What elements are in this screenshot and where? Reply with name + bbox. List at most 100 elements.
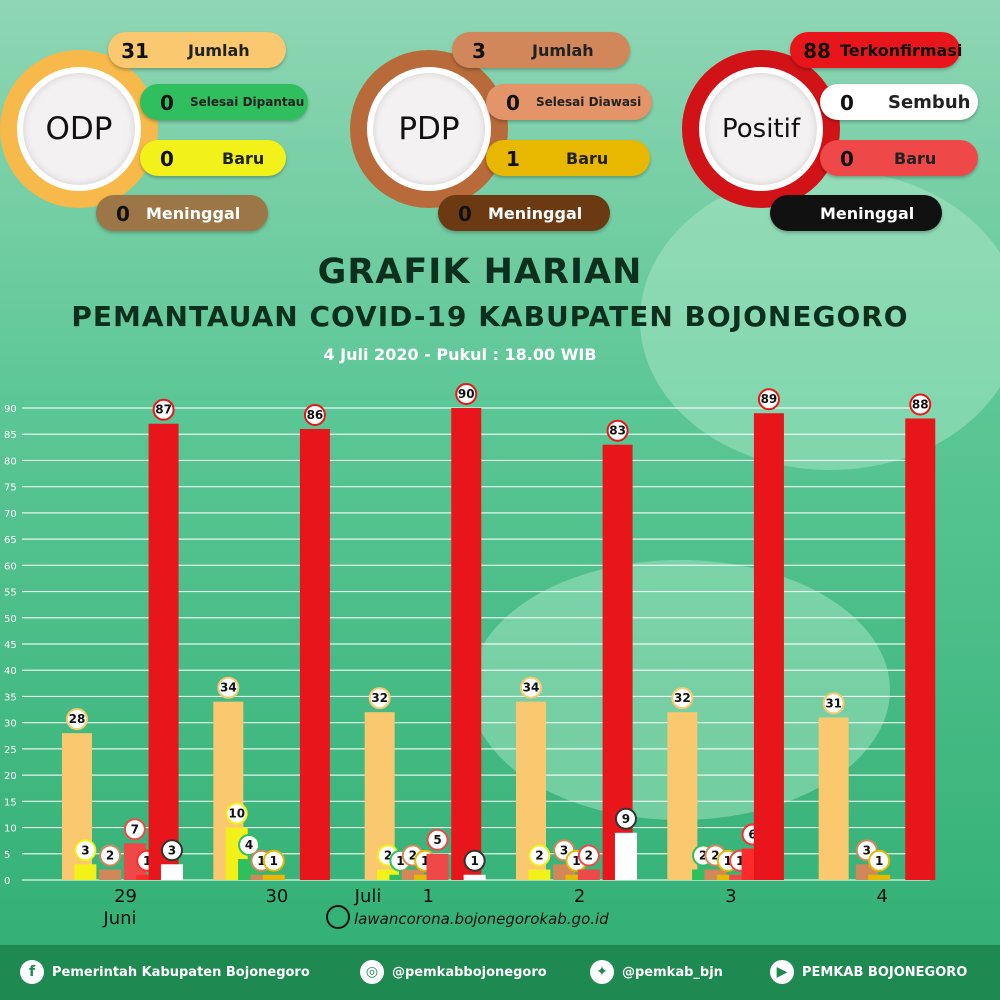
data-label: 5 <box>433 833 441 847</box>
value-bubble <box>99 844 122 867</box>
data-label: 3 <box>560 843 568 857</box>
data-label: 34 <box>523 681 540 695</box>
pdp-meninggal-label: Meninggal <box>488 203 583 223</box>
odp-jumlah-label: Jumlah <box>188 40 250 60</box>
chart-bar <box>160 864 183 880</box>
data-label: 3 <box>81 843 89 857</box>
positif-meninggal-pill: 0 Meninggal <box>770 195 942 231</box>
value-bubble <box>455 383 478 405</box>
pdp-ring: PDP <box>350 50 508 208</box>
twitter-label: @pemkab_bjn <box>622 964 723 980</box>
value-bubble <box>238 834 261 857</box>
y-tick-label: 40 <box>4 666 17 677</box>
value-bubble <box>74 839 97 862</box>
chart-bar <box>528 869 551 880</box>
value-bubble <box>123 818 146 841</box>
month-label: Juli <box>354 886 382 907</box>
data-label: 87 <box>155 403 172 417</box>
data-label: 7 <box>131 822 139 836</box>
chart-bar <box>99 869 122 880</box>
y-tick-label: 75 <box>4 483 17 494</box>
odp-jumlah-pill: 31 Jumlah <box>108 32 286 68</box>
value-bubble <box>577 844 600 867</box>
instagram-label: @pemkabbojonegoro <box>392 964 547 980</box>
chart-bar <box>74 864 97 880</box>
y-tick-label: 50 <box>4 614 17 625</box>
data-label: 3 <box>168 843 176 857</box>
youtube-label: PEMKAB BOJONEGORO <box>802 964 968 980</box>
chart-bar <box>868 874 891 880</box>
positif-meninggal-label: Meninggal <box>820 203 915 223</box>
value-bubble <box>152 398 175 421</box>
chart-bar <box>426 853 449 880</box>
value-bubble <box>160 839 183 862</box>
chart-bar <box>692 869 715 880</box>
data-label: 90 <box>458 387 475 401</box>
data-label: 2 <box>699 849 707 863</box>
twitter-link[interactable]: ✦ @pemkab_bjn <box>590 960 723 984</box>
facebook-label: Pemerintah Kabupaten Bojonegoro <box>52 964 310 980</box>
value-bubble <box>303 403 326 426</box>
data-label: 10 <box>228 807 245 821</box>
pdp-jumlah-value: 3 <box>472 39 486 63</box>
facebook-link[interactable]: f Pemerintah Kabupaten Bojonegoro <box>20 960 310 984</box>
chart-bar <box>377 869 400 880</box>
data-label: 1 <box>270 854 278 868</box>
chart-title: GRAFIK HARIAN <box>317 252 643 292</box>
data-label: 32 <box>371 691 388 705</box>
data-label: 1 <box>470 854 478 868</box>
pdp-jumlah-pill: 3 Jumlah <box>452 32 630 68</box>
chart-bar <box>905 418 936 880</box>
value-bubble <box>520 676 542 699</box>
x-tick-label: 3 <box>725 886 736 907</box>
instagram-link[interactable]: ◎ @pemkabbojonegoro <box>360 960 547 984</box>
y-tick-label: 70 <box>4 509 17 520</box>
data-label: 1 <box>396 854 404 868</box>
y-tick-label: 20 <box>4 771 17 782</box>
data-label: 1 <box>572 854 580 868</box>
website-link[interactable]: lawancorona.bojonegorokab.go.id <box>354 910 609 928</box>
chart-bar <box>299 428 330 880</box>
value-bubble <box>463 849 486 872</box>
pdp-baru-label: Baru <box>566 148 609 168</box>
positif-sembuh-pill: 0 Sembuh <box>820 84 978 120</box>
pdp-jumlah-label: Jumlah <box>532 40 594 60</box>
chart-bar <box>818 717 849 880</box>
data-label: 2 <box>384 849 392 863</box>
pdp-label: PDP <box>367 67 491 191</box>
y-tick-label: 30 <box>4 719 17 730</box>
month-label: Juni <box>102 908 136 929</box>
data-label: 83 <box>609 424 626 438</box>
instagram-icon: ◎ <box>360 960 384 984</box>
value-bubble <box>262 849 285 872</box>
positif-baru-label: Baru <box>894 148 937 168</box>
y-tick-label: 55 <box>4 588 17 599</box>
pdp-baru-value: 1 <box>506 147 520 171</box>
youtube-link[interactable]: ▶ PEMKAB BOJONEGORO <box>770 960 967 984</box>
y-tick-label: 0 <box>4 876 10 887</box>
value-bubble <box>868 849 891 872</box>
y-tick-label: 90 <box>4 404 17 415</box>
data-label: 34 <box>220 681 237 695</box>
data-label: 1 <box>875 854 883 868</box>
value-bubble <box>909 393 932 416</box>
data-label: 31 <box>825 696 842 710</box>
positif-ring: Positif <box>682 50 840 208</box>
chart-bar <box>389 874 412 880</box>
value-bubble <box>528 844 551 867</box>
data-label: 28 <box>69 712 86 726</box>
chart-subtitle: PEMANTAUAN COVID-19 KABUPATEN BOJONEGORO <box>71 300 909 333</box>
odp-selesai-value: 0 <box>160 91 174 115</box>
chart-bar <box>565 874 588 880</box>
chart-bar <box>250 874 273 880</box>
chart-bar <box>463 874 486 880</box>
chart-bar <box>716 874 739 880</box>
data-label: 6 <box>748 828 756 842</box>
y-tick-label: 5 <box>4 850 10 861</box>
data-label: 9 <box>622 812 630 826</box>
chart-bar <box>667 712 698 880</box>
value-bubble <box>822 692 845 715</box>
value-bubble <box>368 687 391 710</box>
data-label: 1 <box>257 854 265 868</box>
y-tick-label: 15 <box>4 797 17 808</box>
